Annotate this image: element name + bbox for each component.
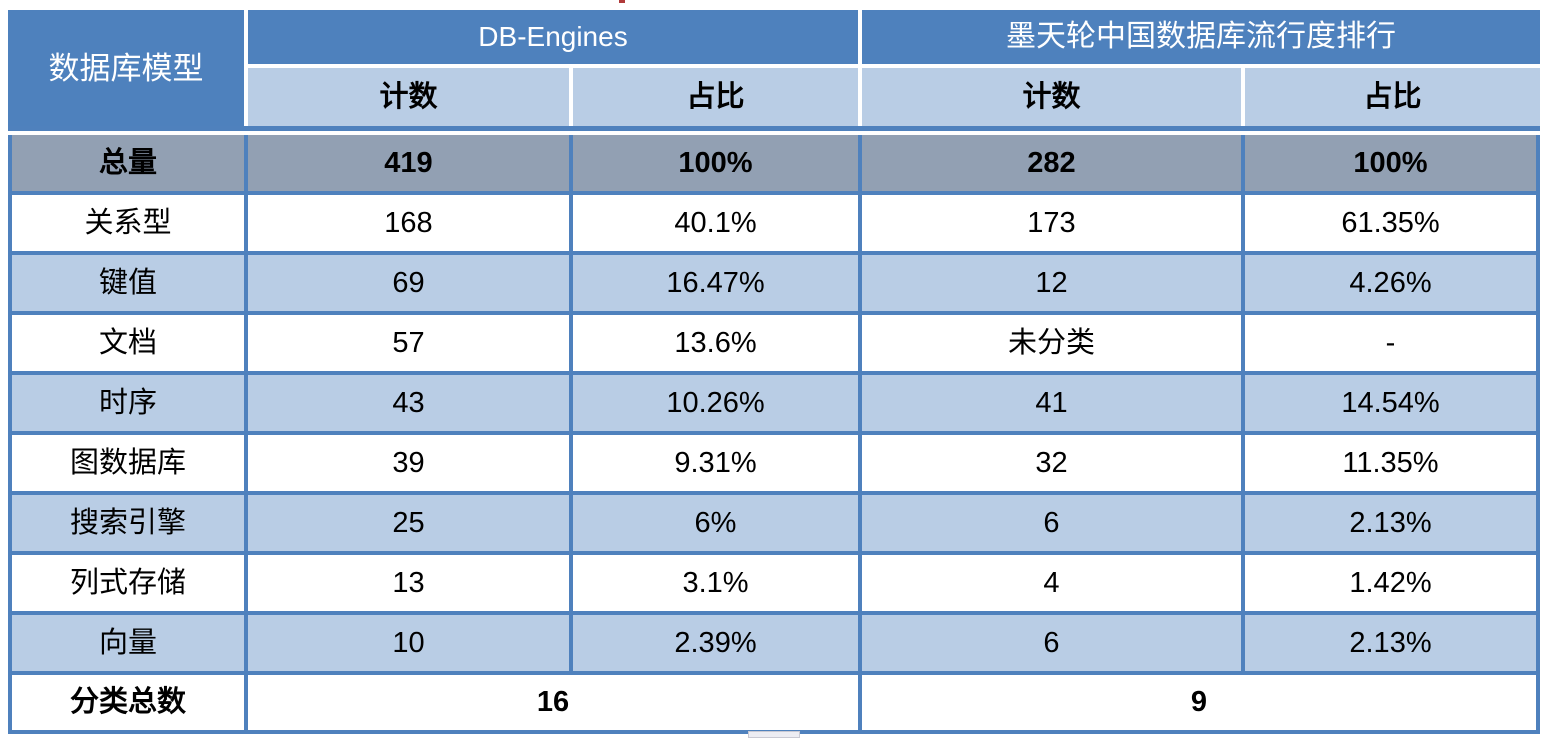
scrollbar-thumb-artifact: [748, 731, 800, 738]
table-cell: 16.47%: [573, 255, 862, 315]
row-label: 关系型: [8, 195, 248, 255]
subheader-mt-count: 计数: [862, 68, 1245, 126]
group-header-motianlun: 墨天轮中国数据库流行度排行: [862, 10, 1540, 68]
table-cell: 9.31%: [573, 435, 862, 495]
table-cell: 32: [862, 435, 1245, 495]
table-cell: 6%: [573, 495, 862, 555]
database-model-comparison-table: 数据库模型 DB-Engines 墨天轮中国数据库流行度排行 计数 占比 计数 …: [8, 10, 1540, 734]
row-label: 搜索引擎: [8, 495, 248, 555]
table-cell: 39: [248, 435, 573, 495]
table-cell: 69: [248, 255, 573, 315]
table-cell: 100%: [573, 135, 862, 195]
group-header-db-engines: DB-Engines: [248, 10, 862, 68]
subheader-db-count: 计数: [248, 68, 573, 126]
table-cell: 10: [248, 615, 573, 675]
footer-db-total: 16: [248, 675, 862, 734]
table-cell: 4.26%: [1245, 255, 1540, 315]
table-cell: 未分类: [862, 315, 1245, 375]
row-label: 列式存储: [8, 555, 248, 615]
table-cell: 100%: [1245, 135, 1540, 195]
header-divider: [8, 126, 1540, 131]
column-header-model: 数据库模型: [8, 10, 248, 126]
table-cell: 4: [862, 555, 1245, 615]
table-cell: 11.35%: [1245, 435, 1540, 495]
subheader-mt-pct: 占比: [1245, 68, 1540, 126]
header-gap: [8, 131, 1540, 135]
table-cell: 13.6%: [573, 315, 862, 375]
footer-mt-total: 9: [862, 675, 1540, 734]
footer-row-label: 分类总数: [8, 675, 248, 734]
table-cell: 13: [248, 555, 573, 615]
table-cell: 57: [248, 315, 573, 375]
table-cell: 1.42%: [1245, 555, 1540, 615]
table-cell: 2.13%: [1245, 615, 1540, 675]
table-cell: 61.35%: [1245, 195, 1540, 255]
table-cell: 2.39%: [573, 615, 862, 675]
table-cell: 25: [248, 495, 573, 555]
row-label: 总量: [8, 135, 248, 195]
cropped-text-artifact: [619, 0, 625, 3]
table-cell: 43: [248, 375, 573, 435]
table-cell: 6: [862, 615, 1245, 675]
table-cell: 6: [862, 495, 1245, 555]
table-cell: 41: [862, 375, 1245, 435]
table-cell: 168: [248, 195, 573, 255]
table-cell: 282: [862, 135, 1245, 195]
table-cell: 2.13%: [1245, 495, 1540, 555]
table-cell: 40.1%: [573, 195, 862, 255]
table-cell: 173: [862, 195, 1245, 255]
row-label: 图数据库: [8, 435, 248, 495]
subheader-db-pct: 占比: [573, 68, 862, 126]
row-label: 向量: [8, 615, 248, 675]
table-cell: 419: [248, 135, 573, 195]
row-label: 文档: [8, 315, 248, 375]
row-label: 键值: [8, 255, 248, 315]
table-cell: 10.26%: [573, 375, 862, 435]
table-cell: 14.54%: [1245, 375, 1540, 435]
table-cell: 3.1%: [573, 555, 862, 615]
row-label: 时序: [8, 375, 248, 435]
table-cell: 12: [862, 255, 1245, 315]
table-cell: -: [1245, 315, 1540, 375]
